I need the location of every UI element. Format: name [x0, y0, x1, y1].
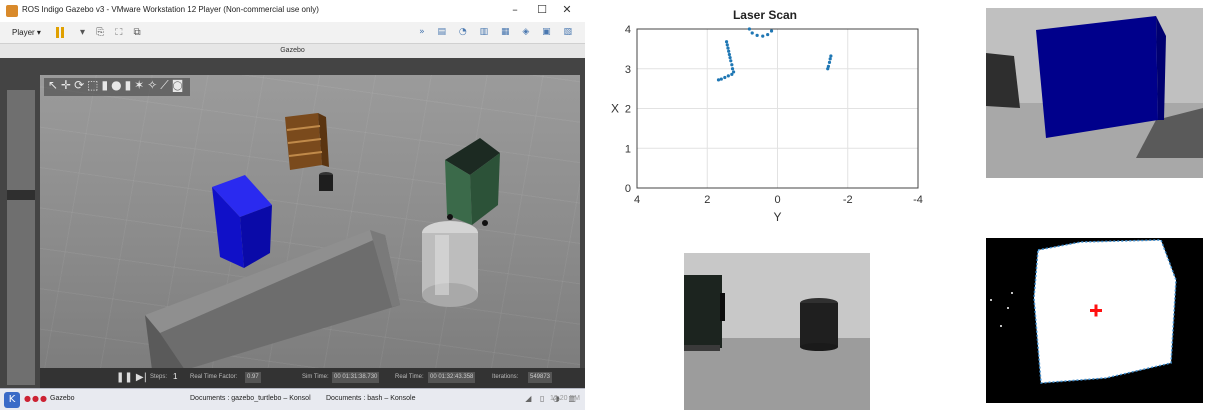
real-time-factor-value: 0.97 — [245, 372, 261, 383]
laser-scan-point — [726, 74, 730, 78]
gazebo-window-title: Gazebo — [0, 44, 585, 58]
robot-camera-view — [684, 253, 870, 410]
taskbar-item-gazebo[interactable]: Gazebo — [50, 395, 75, 402]
gazebo-3d-viewport[interactable] — [40, 75, 580, 370]
laser-scan-point — [755, 33, 759, 37]
world-panel[interactable] — [7, 90, 35, 385]
camera-render — [684, 253, 870, 410]
kde-taskbar: K ●●● Gazebo Documents : gazebo_turtlebo… — [0, 388, 585, 410]
laser-scan-point — [727, 49, 731, 53]
vmware-app-icon — [6, 5, 18, 17]
laser-scan-point — [730, 72, 734, 76]
y-tick-label: 3 — [625, 64, 631, 76]
chart-title: Laser Scan — [732, 8, 798, 22]
laser-scan-point — [769, 29, 774, 33]
laser-scan-point — [726, 46, 730, 50]
dumpster-edge — [986, 53, 1020, 108]
system-tray-icons[interactable]: ◢ ▯ ◑ ▥ — [525, 394, 579, 403]
y-tick-label: 4 — [625, 24, 631, 36]
y-axis-label: X — [611, 102, 619, 116]
x-axis-label: Y — [773, 210, 781, 224]
laser-scan-point — [731, 70, 736, 74]
x-tick-label: 2 — [704, 194, 710, 206]
laser-scan-point — [724, 40, 729, 44]
kde-menu-icon[interactable]: K — [4, 392, 20, 408]
laser-scan-chart: 4 2 0 -2 -4 0 1 2 3 4 Y X Laser Scan — [600, 8, 930, 243]
cylinder-model[interactable] — [422, 221, 478, 307]
bookshelf-model[interactable] — [285, 113, 329, 170]
cube-camera-view — [986, 8, 1203, 178]
taskbar-item-konsole-bash[interactable]: Documents : bash – Konsole — [326, 395, 416, 402]
jersey-barrier-model[interactable] — [145, 230, 400, 370]
gazebo-statusbar: ❚❚ ▶| Steps: 1 Real Time Factor: 0.97 Si… — [40, 368, 585, 388]
laser-scan-point — [747, 27, 751, 31]
x-tick-label: -2 — [843, 194, 853, 206]
y-tick-label: 1 — [625, 143, 631, 155]
laser-scan-point — [828, 57, 832, 61]
vmware-toolbar: Player ▾ ▾ ⎘ ⛶ ⧉ » ▤ ◔ ▥ ▦ ◈ ▣ ▧ — [0, 22, 585, 44]
player-menu-button[interactable]: Player ▾ — [12, 28, 41, 37]
laser-scan-point — [729, 59, 733, 63]
clock: 12:20 PM — [550, 395, 580, 402]
sim-time-value: 00 01:31:38.730 — [332, 372, 380, 383]
close-icon[interactable]: ✕ — [562, 3, 572, 16]
trash-can-model[interactable] — [319, 172, 333, 191]
laser-scan-point — [829, 54, 833, 58]
cube-mask-region — [1033, 239, 1177, 384]
mask-render — [986, 238, 1203, 403]
laser-scan-svg: 4 2 0 -2 -4 0 1 2 3 4 Y X — [611, 24, 923, 224]
laser-scan-point — [728, 56, 732, 60]
real-time-label: Real Time: — [395, 374, 424, 380]
real-time-factor-label: Real Time Factor: — [190, 374, 238, 380]
y-tick-label: 0 — [625, 183, 631, 195]
cube-camera-render — [986, 8, 1203, 178]
segmentation-mask-view — [986, 238, 1203, 403]
device-icons[interactable]: » ▤ ◔ ▥ ▦ ◈ ▣ ▧ — [419, 27, 577, 37]
laser-scan-point — [761, 34, 765, 38]
window-title: ROS Indigo Gazebo v3 - VMware Workstatio… — [22, 5, 319, 14]
scene-render — [145, 113, 500, 370]
vm-toolbar-icons[interactable]: ▾ ⎘ ⛶ ⧉ — [80, 27, 145, 38]
laser-scan-point — [723, 75, 727, 80]
iterations-value: 549873 — [528, 372, 553, 383]
gazebo-tool-icons[interactable]: ↖✛⟳⬚▮●▮✶✧⟋◙ — [44, 78, 191, 96]
x-tick-label: 4 — [634, 194, 640, 206]
dumpster-in-view — [684, 275, 725, 351]
iterations-label: Iterations: — [492, 374, 519, 380]
pause-vm-icon[interactable] — [56, 27, 66, 38]
x-tick-label: 0 — [774, 194, 780, 206]
steps-value[interactable]: 1 — [173, 372, 178, 381]
blue-cube-model[interactable] — [212, 175, 272, 268]
dumpster-model[interactable] — [445, 138, 500, 226]
laser-scan-point — [716, 78, 721, 82]
minimize-icon[interactable]: – — [512, 3, 518, 16]
laser-scan-point — [730, 67, 735, 71]
taskbar-item-konsole-turtlebot[interactable]: Documents : gazebo_turtlebo – Konsol — [190, 395, 311, 402]
window-titlebar: ROS Indigo Gazebo v3 - VMware Workstatio… — [0, 0, 585, 22]
y-tick-label: 2 — [625, 104, 631, 116]
trash-can-in-view — [800, 298, 838, 351]
blue-cube-face — [1036, 16, 1158, 138]
vmware-window: ROS Indigo Gazebo v3 - VMware Workstatio… — [0, 0, 585, 410]
laser-scan-point — [730, 63, 734, 67]
centroid-marker-icon — [1090, 304, 1102, 317]
laser-scan-point — [725, 43, 729, 47]
maximize-icon[interactable]: ☐ — [537, 3, 547, 16]
steps-label: Steps: — [150, 374, 168, 380]
laser-scan-point — [826, 67, 830, 71]
laser-scan-point — [827, 60, 832, 64]
plot-frame — [636, 28, 919, 189]
pager-icon[interactable]: ●●● — [24, 394, 48, 403]
panel-splitter[interactable] — [7, 190, 35, 200]
laser-scan-point — [750, 31, 754, 35]
laser-scan-point — [766, 32, 770, 37]
laser-scan-point — [727, 52, 731, 57]
real-time-value: 00 01:32:43.358 — [428, 372, 476, 383]
x-tick-label: -4 — [913, 194, 923, 206]
sim-time-label: Sim Time: — [302, 374, 329, 380]
laser-scan-point — [719, 77, 723, 81]
pause-simulation-icon[interactable]: ❚❚ ▶| — [116, 372, 147, 383]
